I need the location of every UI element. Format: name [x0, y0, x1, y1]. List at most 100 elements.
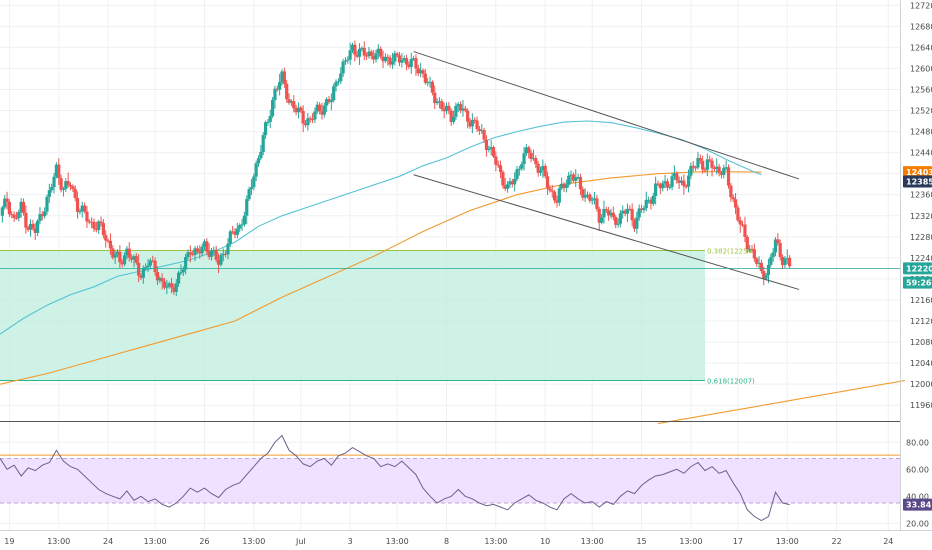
price-tick-label: 12560: [910, 85, 932, 94]
candle-body: [224, 253, 228, 255]
candle-body: [5, 198, 9, 202]
candle-body: [325, 99, 329, 106]
candle-body: [428, 81, 432, 83]
candle-body: [691, 165, 695, 168]
candle-body: [90, 221, 94, 223]
candle-body: [200, 246, 204, 254]
candle-body: [313, 111, 317, 120]
candle-body: [444, 105, 449, 112]
price-axis[interactable]: 12720 12680 12640 12600 12560 12520 12480 12440…: [910, 1, 932, 410]
time-tick-label: 22: [832, 537, 842, 546]
candle-body: [506, 184, 510, 189]
candle-body: [374, 53, 378, 60]
candle-body: [534, 158, 538, 164]
candle-body: [306, 118, 310, 126]
price-tag-label: 12403: [906, 168, 932, 177]
candle-body: [336, 81, 340, 83]
candle-body: [106, 240, 110, 242]
candle-body: [538, 170, 543, 173]
rsi-axis[interactable]: 80.00 60.00 40.00 20.00: [906, 438, 929, 528]
candle-body: [38, 214, 42, 221]
candle-body: [174, 283, 178, 292]
candle-body: [285, 83, 289, 100]
candle-body: [463, 108, 467, 111]
candle-body: [470, 119, 474, 127]
candle-body: [430, 81, 434, 93]
candle-body: [19, 201, 23, 213]
candle-body: [287, 99, 291, 103]
candle-body: [108, 240, 113, 249]
candle-body: [160, 278, 164, 282]
candle-body: [564, 184, 568, 188]
candle-body: [339, 73, 343, 82]
candle-body: [513, 178, 517, 185]
candle-body: [78, 211, 82, 213]
candle-body: [43, 211, 47, 217]
candle-body: [83, 205, 87, 212]
candle-body: [383, 56, 387, 62]
candle-body: [17, 212, 21, 218]
candle-body: [705, 159, 709, 170]
candle-body: [120, 262, 124, 265]
candle-body: [494, 156, 498, 165]
candle-body: [632, 220, 637, 229]
candle-body: [590, 199, 594, 201]
price-tag-label: 59:26: [906, 279, 932, 288]
ma-slow-line: [0, 171, 762, 385]
candle-body: [696, 157, 700, 168]
fibonacci-zone[interactable]: 0.382(12254) 0.618(12007): [0, 247, 755, 385]
price-tick-label: 12640: [910, 43, 932, 52]
candle-body: [661, 183, 665, 189]
price-tag-bg: [903, 166, 932, 179]
candle-body: [388, 57, 392, 65]
candle-body: [10, 214, 14, 216]
candle-body: [642, 208, 646, 211]
candle-body: [771, 252, 775, 258]
price-tick-label: 12480: [910, 128, 932, 137]
candle-body: [278, 81, 282, 90]
candle-body: [97, 221, 101, 231]
candle-body: [715, 166, 719, 169]
candle-body: [289, 101, 293, 103]
fib-level-label: 0.382(12254): [707, 247, 755, 255]
candle-body: [33, 228, 37, 233]
trend-channel[interactable]: [413, 51, 800, 290]
channel-lower-line[interactable]: [413, 174, 800, 290]
price-tag-label: 12220: [906, 264, 932, 273]
candle-body: [64, 181, 68, 189]
candle-body: [155, 272, 160, 281]
candle-body: [254, 163, 258, 177]
candle-body: [527, 147, 531, 153]
candle-body: [717, 166, 721, 173]
time-tick-label: 26: [199, 537, 209, 546]
candle-body: [496, 164, 500, 166]
time-axis[interactable]: 19 13:00 24 13:00 26 13:00 Jul 3 13:00 8 13:00 10 13…: [4, 537, 893, 546]
candle-body: [738, 220, 742, 225]
candle-body: [656, 183, 660, 185]
candle-body: [466, 110, 470, 122]
candle-body: [694, 167, 698, 169]
candle-body: [498, 165, 503, 173]
candle-body: [440, 101, 444, 109]
candle-body: [755, 258, 759, 264]
time-tick-label: 24: [103, 537, 113, 546]
candle-body: [550, 190, 554, 192]
candle-body: [3, 198, 7, 208]
candle-body: [689, 165, 693, 176]
candle-body: [585, 194, 590, 196]
candle-body: [153, 260, 157, 273]
candle-body: [745, 237, 749, 250]
candle-body: [73, 188, 77, 199]
candle-body: [390, 61, 395, 65]
candle-body: [442, 108, 446, 112]
candle-body: [233, 231, 237, 235]
candle-body: [268, 115, 272, 122]
rsi-tag-bg: [903, 498, 932, 511]
candle-body: [437, 101, 442, 103]
candle-body: [769, 257, 773, 265]
channel-upper-line[interactable]: [413, 51, 800, 180]
candle-body: [416, 68, 420, 74]
candle-body: [604, 209, 608, 211]
